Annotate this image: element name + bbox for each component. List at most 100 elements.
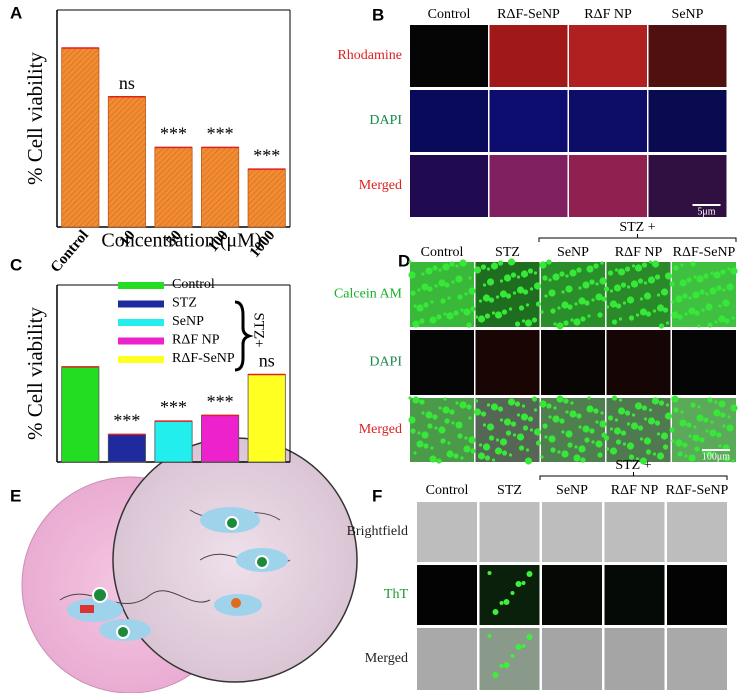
micrograph-tile: [417, 628, 477, 690]
micrograph-tile: [604, 502, 665, 562]
cell-dot: [455, 275, 463, 283]
micrograph-tile: [667, 502, 727, 562]
cell-dot: [436, 458, 442, 464]
cell-dot: [457, 433, 463, 439]
tht-spot: [510, 591, 515, 595]
panel-label: F: [372, 486, 382, 505]
cell-dot: [580, 457, 586, 463]
cell-dot: [561, 450, 569, 458]
cell-dot: [601, 296, 607, 302]
cell-dot: [662, 307, 669, 313]
significance-label: ***: [207, 391, 234, 411]
legend-label: STZ: [172, 296, 197, 311]
cell-dot: [421, 411, 425, 415]
cell-dot: [432, 414, 438, 420]
micrograph-tile: [410, 330, 474, 395]
cell-dot: [665, 403, 670, 407]
cell-dot: [669, 281, 675, 287]
cell-dot: [626, 422, 631, 426]
panel-label: E: [10, 486, 21, 505]
cell-dot: [682, 442, 688, 448]
cell-dot: [559, 271, 565, 277]
cell-dot: [584, 300, 590, 306]
scale-bar-label: 100μm: [702, 451, 730, 462]
cell-dot: [529, 428, 534, 432]
cell-dot: [507, 258, 516, 266]
cell-dot: [419, 399, 425, 405]
cell-dot: [444, 418, 450, 424]
cell-dot: [720, 412, 726, 418]
cell-dot: [455, 264, 459, 268]
cell-dot: [582, 425, 590, 433]
micrograph-tile: [606, 262, 671, 327]
cell-dot: [586, 265, 594, 273]
cell-dot: [671, 395, 679, 403]
cell-dot: [518, 305, 525, 311]
cell-dot: [656, 304, 665, 312]
cell-dot: [684, 454, 688, 458]
cell-dot: [611, 319, 618, 325]
cell-dot: [654, 420, 661, 426]
cell-dot: [693, 275, 697, 279]
cell-dot: [582, 281, 590, 289]
bracket: [234, 300, 254, 372]
cell-dot: [567, 304, 573, 310]
tht-spot: [487, 634, 492, 638]
illustration: [21, 437, 358, 693]
cell-dot: [643, 292, 652, 300]
cell-dot: [690, 261, 696, 267]
cell-dot: [714, 320, 718, 324]
cell-dot: [713, 271, 721, 279]
cell-dot: [635, 457, 640, 461]
cell-dot: [512, 291, 517, 295]
cell-dot: [521, 404, 526, 408]
cell-dot: [463, 308, 471, 316]
row-label: Merged: [359, 178, 402, 193]
cell-dot: [660, 288, 669, 296]
cell-dot: [591, 440, 595, 444]
cell-dot: [567, 442, 573, 448]
cell-dot: [651, 260, 660, 268]
y-axis-label: % Cell viability: [23, 52, 47, 185]
micrograph-tile: [569, 90, 647, 152]
cell-dot: [652, 452, 657, 456]
legend-swatch: [118, 356, 164, 363]
cell-dot: [637, 425, 644, 431]
cell-dot: [617, 268, 626, 276]
cell-dot: [557, 306, 561, 310]
cell-dot: [595, 440, 603, 448]
cell-dot: [643, 281, 648, 285]
cell-dot: [709, 287, 717, 295]
micrograph-tile: [569, 25, 647, 87]
cell-dot: [569, 410, 577, 418]
cell-dot: [408, 271, 416, 279]
bar: [107, 434, 146, 463]
cell-dot: [413, 451, 417, 455]
cell-dot: [624, 266, 631, 272]
cell-dot: [473, 266, 482, 274]
cell-dot: [451, 280, 455, 284]
cell-dot: [499, 418, 504, 422]
cell-dot: [718, 400, 726, 408]
cell-dot: [440, 298, 446, 304]
cell-dot: [662, 444, 669, 450]
cell-dot: [524, 457, 533, 465]
cell-dot: [478, 299, 483, 303]
cell-dot: [709, 429, 717, 437]
significance-label: ns: [259, 351, 275, 371]
cell-dot: [595, 420, 599, 424]
column-header: Control: [426, 483, 469, 498]
cell-dot: [620, 282, 627, 288]
cell-dot: [692, 291, 700, 299]
cell-dot: [488, 297, 495, 303]
cell-dot: [561, 290, 565, 294]
cell-dot: [628, 454, 635, 460]
cell-dot: [675, 295, 683, 303]
cell-dot: [578, 445, 586, 453]
cell-dot: [607, 415, 614, 421]
micrograph-tile: [604, 565, 665, 625]
cell-dot: [600, 411, 604, 415]
cell-dot: [468, 287, 476, 295]
cell-dot: [539, 400, 547, 408]
cell-dot: [449, 409, 455, 415]
